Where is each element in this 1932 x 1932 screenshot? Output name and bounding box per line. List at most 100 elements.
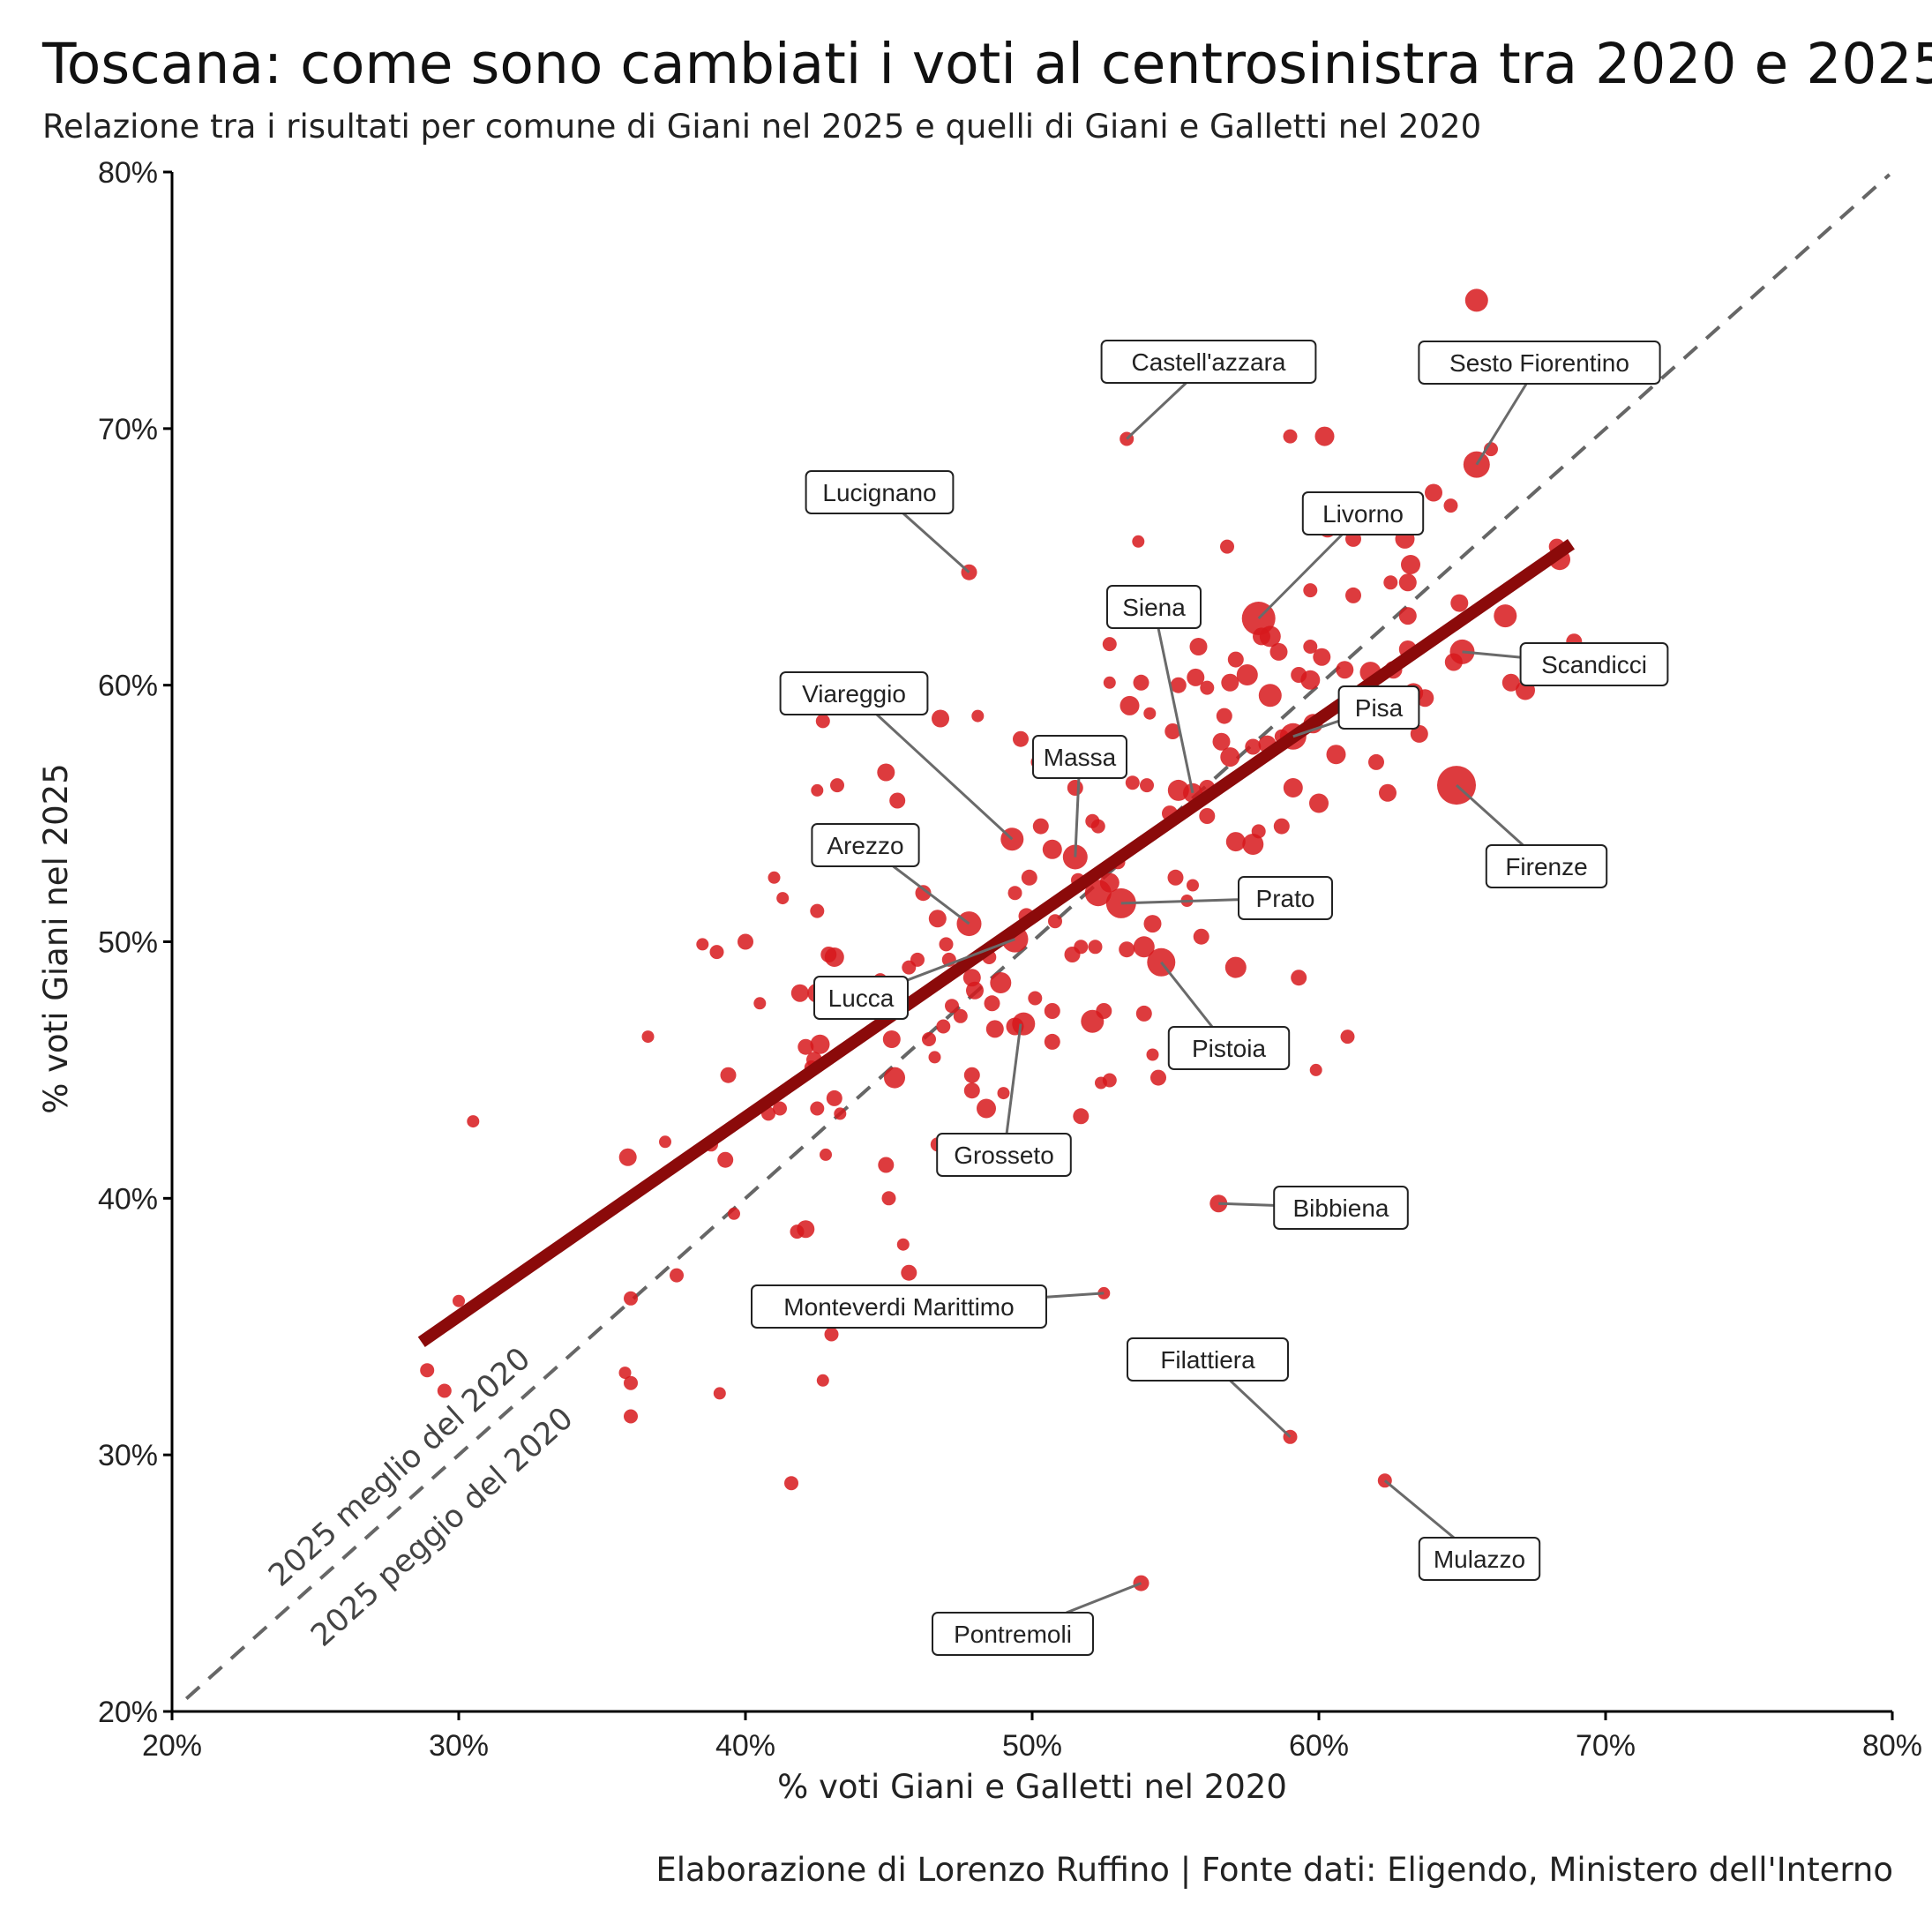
data-point bbox=[830, 778, 844, 793]
data-point bbox=[963, 1067, 980, 1083]
label-box bbox=[1100, 340, 1317, 384]
city-label: Lucca bbox=[828, 985, 895, 1012]
data-point bbox=[797, 1220, 815, 1239]
data-point bbox=[971, 709, 985, 723]
label-box bbox=[1337, 685, 1420, 730]
data-point bbox=[670, 1268, 684, 1283]
data-point bbox=[709, 945, 724, 960]
data-point bbox=[1132, 535, 1145, 548]
reference-line-y-equals-x bbox=[184, 173, 1891, 1700]
data-point bbox=[768, 871, 781, 884]
label-leader-line bbox=[1383, 1479, 1455, 1539]
data-point bbox=[1221, 673, 1239, 692]
data-point bbox=[624, 1409, 638, 1424]
data-point bbox=[977, 1098, 996, 1119]
reference-layer bbox=[184, 173, 1891, 1700]
data-point bbox=[437, 1383, 452, 1398]
data-point bbox=[1283, 429, 1298, 444]
data-point bbox=[720, 1067, 737, 1083]
leader-layer bbox=[875, 381, 1528, 1614]
label-leader-line bbox=[1074, 777, 1081, 857]
label-leader-line bbox=[875, 713, 1014, 841]
data-point bbox=[1187, 879, 1199, 892]
city-label: Bibbiena bbox=[1293, 1194, 1389, 1222]
data-point bbox=[1119, 941, 1135, 958]
data-point bbox=[1336, 661, 1354, 679]
label-leader-line bbox=[1229, 1379, 1292, 1438]
data-point bbox=[1088, 940, 1103, 955]
data-point bbox=[810, 1101, 825, 1116]
data-point bbox=[966, 981, 984, 1000]
data-point bbox=[1291, 970, 1307, 986]
data-point bbox=[1464, 288, 1488, 312]
x-tick-label: 40% bbox=[715, 1729, 775, 1763]
data-point bbox=[953, 1008, 968, 1023]
data-point bbox=[1120, 695, 1140, 715]
label-box bbox=[1127, 1337, 1289, 1382]
city-label: Sesto Fiorentino bbox=[1449, 349, 1629, 377]
data-point bbox=[1379, 783, 1397, 802]
data-point bbox=[1314, 426, 1335, 446]
city-label: Siena bbox=[1122, 594, 1186, 621]
city-label: Scandicci bbox=[1541, 651, 1647, 678]
y-tick-label: 70% bbox=[98, 413, 158, 446]
data-point bbox=[1125, 775, 1140, 790]
data-point bbox=[1313, 648, 1331, 666]
data-point bbox=[1143, 707, 1157, 720]
x-tick-label: 80% bbox=[1862, 1729, 1922, 1763]
label-box bbox=[1301, 491, 1425, 535]
data-point bbox=[1007, 886, 1022, 901]
x-tick-label: 70% bbox=[1576, 1729, 1636, 1763]
data-point bbox=[1225, 832, 1246, 852]
data-point bbox=[713, 1387, 726, 1400]
data-point bbox=[1300, 670, 1321, 690]
data-point bbox=[1103, 676, 1116, 689]
data-point bbox=[963, 1082, 980, 1099]
label-box bbox=[1273, 1186, 1409, 1230]
city-label: Massa bbox=[1044, 744, 1117, 771]
data-point bbox=[790, 984, 809, 1002]
data-point bbox=[1095, 1076, 1107, 1090]
data-point bbox=[985, 1020, 1004, 1038]
data-point bbox=[1187, 668, 1205, 686]
x-tick-label: 50% bbox=[1002, 1729, 1062, 1763]
data-point bbox=[659, 1135, 671, 1149]
data-point bbox=[1084, 880, 1112, 907]
data-point bbox=[1450, 594, 1469, 612]
data-point bbox=[1283, 778, 1303, 798]
city-label: Pistoia bbox=[1192, 1035, 1266, 1062]
city-label: Arezzo bbox=[827, 832, 903, 859]
data-point bbox=[420, 1363, 435, 1378]
city-label: Firenze bbox=[1505, 853, 1587, 880]
data-point bbox=[1303, 583, 1318, 598]
data-point bbox=[776, 892, 790, 905]
data-point bbox=[738, 933, 753, 950]
data-point bbox=[1081, 1009, 1105, 1033]
city-label: Lucignano bbox=[822, 479, 936, 506]
data-point bbox=[1309, 793, 1329, 813]
data-point bbox=[824, 947, 844, 967]
data-point bbox=[1368, 753, 1384, 770]
data-point bbox=[1140, 778, 1154, 793]
data-point bbox=[798, 1038, 814, 1055]
y-tick-label: 40% bbox=[98, 1182, 158, 1216]
data-point bbox=[882, 1030, 901, 1048]
label-box bbox=[1167, 1026, 1291, 1070]
data-point bbox=[826, 1090, 842, 1106]
city-label: Monteverdi Marittimo bbox=[783, 1293, 1014, 1321]
data-point bbox=[753, 997, 767, 1010]
data-point bbox=[1416, 689, 1434, 708]
label-box bbox=[751, 1284, 1047, 1329]
data-point bbox=[928, 1051, 941, 1064]
data-point bbox=[1012, 1012, 1036, 1036]
label-layer: Castell'azzara Sesto Fiorentino Lucignano L… bbox=[751, 340, 1669, 1656]
data-point bbox=[877, 763, 895, 782]
data-point bbox=[1170, 677, 1187, 693]
label-leader-line bbox=[892, 865, 970, 925]
data-point bbox=[1193, 928, 1209, 945]
x-tick-label: 30% bbox=[429, 1729, 489, 1763]
label-leader-line bbox=[1157, 627, 1194, 794]
data-point bbox=[1146, 1048, 1159, 1061]
data-point bbox=[1398, 573, 1417, 592]
